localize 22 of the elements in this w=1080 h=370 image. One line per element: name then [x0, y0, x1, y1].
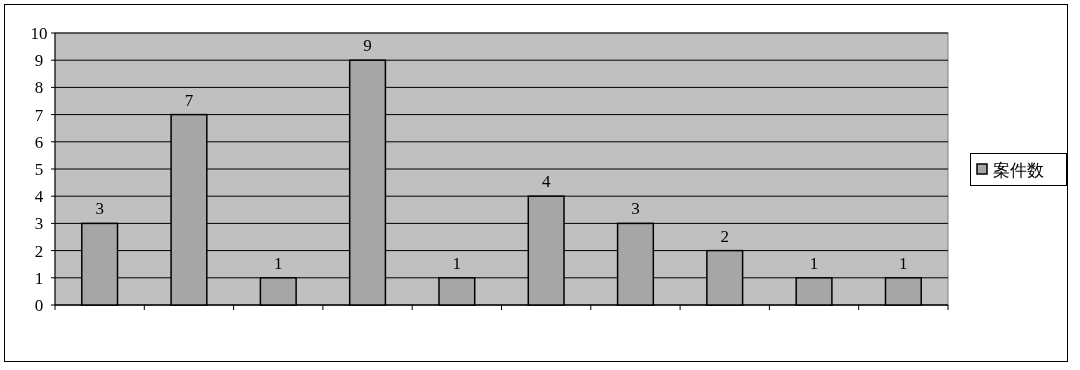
y-tick-label: 9 [34, 51, 44, 71]
data-label: 1 [274, 253, 283, 273]
y-tick-label: 0 [34, 296, 44, 315]
y-tick-label: 4 [34, 187, 44, 207]
data-label: 9 [363, 36, 372, 56]
data-label: 1 [809, 253, 819, 273]
y-tick-label: 5 [34, 160, 44, 179]
y-tick-label: 8 [34, 78, 44, 98]
data-label: 2 [720, 226, 729, 246]
data-label: 1 [452, 253, 462, 273]
y-tick-label: 2 [34, 241, 44, 261]
y-tick-label: 7 [34, 105, 44, 125]
y-tick-label: 10 [30, 24, 48, 43]
data-label: 3 [95, 199, 104, 219]
data-label: 3 [631, 199, 640, 219]
data-label: 7 [184, 90, 194, 110]
y-tick-label: 6 [34, 132, 44, 152]
data-label: 4 [541, 172, 551, 192]
legend-label: 案件数 [993, 160, 1044, 180]
data-label: 1 [899, 253, 908, 273]
y-tick-label: 1 [34, 268, 44, 288]
y-tick-label: 3 [34, 214, 44, 234]
